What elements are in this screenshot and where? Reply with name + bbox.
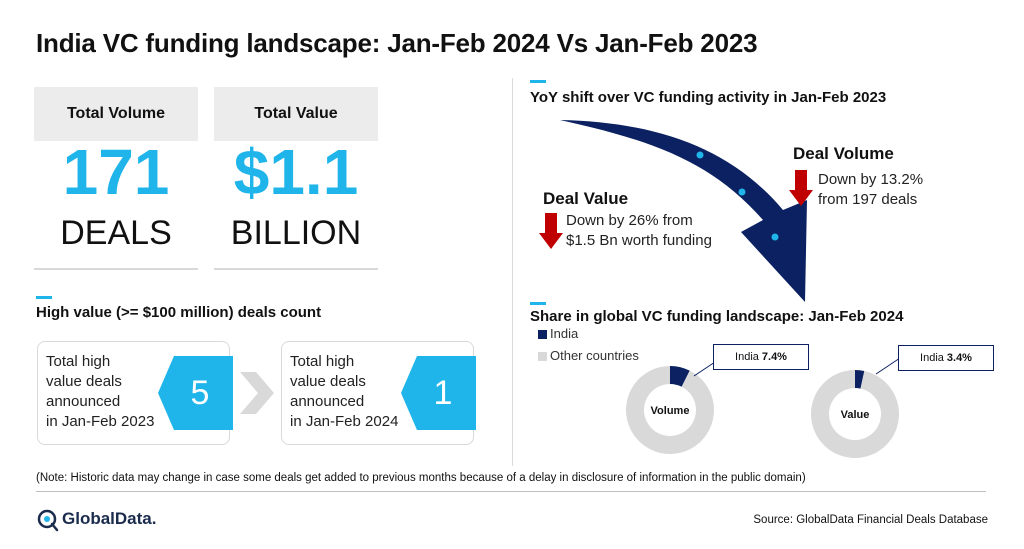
donut-value-label: Value (841, 409, 870, 421)
arrow-dot (771, 233, 779, 241)
donut-slice-other-countries (626, 366, 714, 454)
legend-label-other: Other countries (550, 348, 639, 363)
share-accent (530, 302, 546, 305)
chevron-right-icon (240, 372, 274, 414)
share-heading: Share in global VC funding landscape: Ja… (530, 308, 904, 325)
yoy-accent (530, 80, 546, 83)
count-badge-2024 (401, 356, 476, 430)
down-arrow-icon (789, 170, 813, 206)
kpi-volume-unit: DEALS (60, 214, 172, 252)
footer-rule (36, 491, 986, 492)
callout-value-value: 3.4% (946, 352, 972, 364)
callout-value-name: India (920, 352, 944, 364)
source-text: Source: GlobalData Financial Deals Datab… (753, 514, 988, 526)
deal-volume-desc: Down by 13.2% from 197 deals (818, 171, 924, 208)
kpi-value-underline (214, 268, 378, 270)
legend-swatch-other (538, 352, 547, 361)
donut-slice-other-countries (811, 370, 899, 458)
kpi-value-label: Total Value (214, 87, 378, 141)
trend-down-arrow (560, 120, 807, 302)
high-value-count-2024: 1 (433, 374, 453, 412)
donut-volume: Volume (626, 366, 714, 454)
footnote: (Note: Historic data may change in case … (36, 472, 806, 484)
high-value-text-2024: Total high value deals announced in Jan-… (290, 353, 399, 430)
section-divider (512, 78, 513, 466)
high-value-text-2023: Total high value deals announced in Jan-… (46, 353, 155, 430)
kpi-value-value: $1.1 (233, 136, 359, 208)
down-arrow-icon (539, 213, 563, 249)
kpi-volume-value: 171 (62, 136, 170, 208)
arrow-dot (738, 188, 746, 196)
legend-swatch-india (538, 330, 547, 339)
section-accent (36, 296, 52, 299)
kpi-value-unit: BILLION (230, 214, 362, 252)
yoy-heading: YoY shift over VC funding activity in Ja… (530, 89, 887, 106)
arrow-dot (696, 151, 704, 159)
deal-value-desc: Down by 26% from $1.5 Bn worth funding (566, 212, 712, 249)
count-badge-2023 (158, 356, 233, 430)
globaldata-logo-icon (37, 509, 59, 532)
deal-value-title: Deal Value (543, 189, 629, 208)
brand-name: GlobalData. (62, 509, 157, 528)
donut-slice-india (855, 370, 865, 389)
callout-volume: India 7.4% (713, 344, 809, 370)
donut-volume-label: Volume (651, 405, 690, 417)
callout-volume-name: India (735, 351, 759, 363)
kpi-volume-underline (34, 268, 198, 270)
deal-volume-title: Deal Volume (793, 144, 894, 163)
legend-label-india: India (550, 326, 579, 341)
high-value-count-2023: 5 (190, 374, 210, 412)
high-value-heading: High value (>= $100 million) deals count (36, 304, 322, 321)
callout-volume-value: 7.4% (761, 351, 787, 363)
page-title: India VC funding landscape: Jan-Feb 2024… (36, 28, 758, 58)
callout-leader (875, 357, 901, 375)
donut-value: Value (811, 370, 899, 458)
callout-value: India 3.4% (898, 345, 994, 371)
donut-slice-india (670, 366, 690, 387)
kpi-volume-label: Total Volume (34, 87, 198, 141)
